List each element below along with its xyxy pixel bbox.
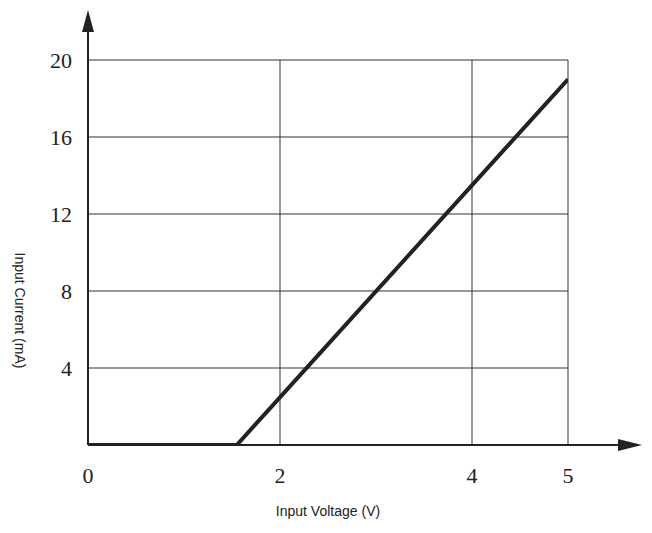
svg-text:4: 4 [467,463,478,488]
svg-text:5: 5 [563,463,574,488]
svg-text:4: 4 [61,356,72,381]
svg-text:20: 20 [50,48,72,73]
svg-text:8: 8 [61,279,72,304]
svg-text:16: 16 [50,125,72,150]
svg-text:0: 0 [83,463,94,488]
svg-text:Input Current (mA): Input Current (mA) [12,253,28,369]
svg-text:2: 2 [275,463,286,488]
svg-text:12: 12 [50,202,72,227]
svg-text:Input Voltage (V): Input Voltage (V) [276,503,380,519]
